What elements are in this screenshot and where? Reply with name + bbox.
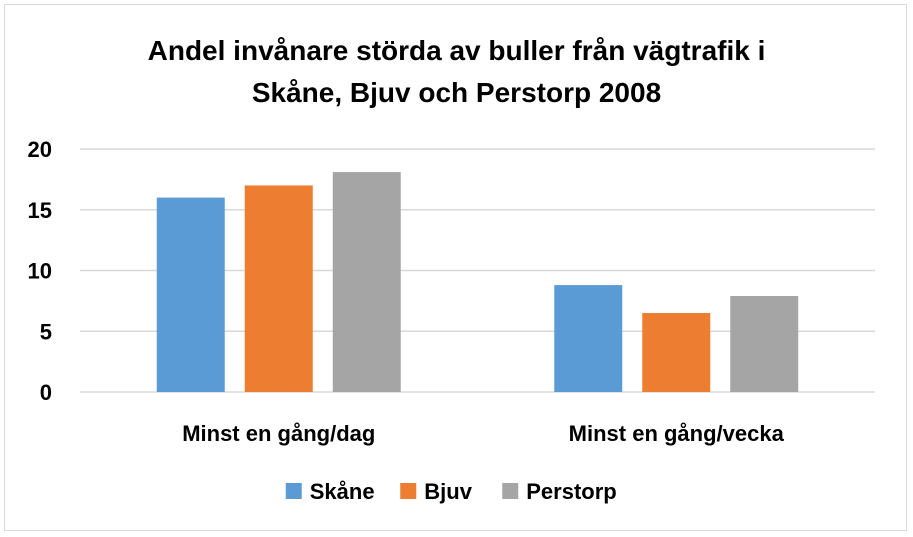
x-category-label: Minst en gång/dag: [182, 421, 375, 446]
x-category-label: Minst en gång/vecka: [569, 421, 785, 446]
bar-perstorp-0: [332, 172, 401, 392]
legend: Skåne Bjuv Perstorp: [285, 479, 617, 504]
legend-swatch-skåne: [285, 483, 302, 499]
bar-skåne-1: [554, 285, 623, 392]
chart-title-line-1: Andel invånare störda av buller från väg…: [147, 35, 766, 66]
legend-label-perstorp: Perstorp: [526, 479, 616, 504]
chart-title: Andel invånare störda av buller från väg…: [0, 30, 913, 114]
legend-swatch-bjuv: [400, 483, 417, 499]
bar-bjuv-1: [642, 313, 711, 392]
y-tick-label: 0: [40, 380, 52, 405]
x-axis-categories: Minst en gång/dag Minst en gång/vecka: [182, 421, 784, 446]
legend-swatch-perstorp: [502, 483, 519, 499]
y-axis-ticks: 0 5 10 15 20: [28, 137, 52, 405]
legend-label-skåne: Skåne: [310, 479, 375, 504]
chart-title-line-2: Skåne, Bjuv och Perstorp 2008: [251, 77, 662, 108]
y-tick-label: 10: [28, 259, 52, 284]
chart-frame: [4, 4, 907, 531]
y-tick-label: 20: [28, 137, 52, 162]
y-tick-label: 15: [28, 198, 52, 223]
bar-bjuv-0: [244, 185, 313, 392]
legend-label-bjuv: Bjuv: [424, 479, 472, 504]
bar-perstorp-1: [730, 296, 799, 392]
y-tick-label: 5: [40, 319, 52, 344]
bars: [156, 172, 799, 392]
bar-skåne-0: [156, 197, 225, 392]
